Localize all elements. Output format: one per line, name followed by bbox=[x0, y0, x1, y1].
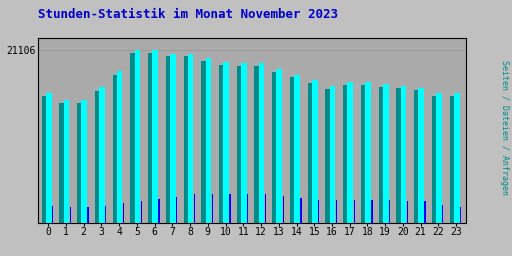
Bar bbox=[460, 207, 461, 223]
Bar bbox=[241, 63, 247, 223]
Bar bbox=[318, 200, 319, 223]
Bar bbox=[95, 91, 101, 223]
Bar bbox=[272, 72, 279, 223]
Bar bbox=[237, 66, 244, 223]
Bar bbox=[123, 203, 124, 223]
Bar bbox=[354, 200, 355, 223]
Bar bbox=[113, 74, 119, 223]
Bar bbox=[383, 84, 389, 223]
Bar bbox=[77, 103, 84, 223]
Bar bbox=[170, 54, 176, 223]
Bar bbox=[454, 93, 460, 223]
Bar bbox=[330, 86, 335, 223]
Bar bbox=[70, 207, 71, 223]
Bar bbox=[183, 57, 190, 223]
Bar bbox=[81, 100, 87, 223]
Bar bbox=[135, 50, 140, 223]
Bar bbox=[205, 58, 211, 223]
Text: Seiten / Dateien / Anfragen: Seiten / Dateien / Anfragen bbox=[500, 60, 509, 196]
Bar bbox=[308, 83, 314, 223]
Bar bbox=[211, 194, 213, 223]
Bar bbox=[283, 196, 284, 223]
Bar bbox=[400, 86, 407, 223]
Text: Stunden-Statistik im Monat November 2023: Stunden-Statistik im Monat November 2023 bbox=[38, 8, 338, 21]
Bar bbox=[442, 205, 443, 223]
Bar bbox=[52, 206, 53, 223]
Bar bbox=[141, 201, 142, 223]
Bar bbox=[148, 53, 155, 223]
Bar bbox=[99, 87, 105, 223]
Bar bbox=[176, 197, 177, 223]
Bar bbox=[450, 96, 456, 223]
Bar bbox=[105, 206, 106, 223]
Bar bbox=[276, 69, 282, 223]
Bar bbox=[63, 100, 69, 223]
Bar bbox=[343, 85, 350, 223]
Bar bbox=[326, 89, 332, 223]
Bar bbox=[259, 63, 264, 223]
Bar bbox=[389, 200, 390, 223]
Bar bbox=[59, 103, 66, 223]
Bar bbox=[371, 200, 373, 223]
Bar bbox=[201, 61, 208, 223]
Bar bbox=[130, 53, 137, 223]
Bar bbox=[396, 89, 403, 223]
Bar bbox=[424, 201, 426, 223]
Bar bbox=[117, 71, 122, 223]
Bar bbox=[301, 198, 302, 223]
Bar bbox=[223, 62, 229, 223]
Bar bbox=[229, 194, 230, 223]
Bar bbox=[294, 74, 300, 223]
Bar bbox=[361, 85, 368, 223]
Bar bbox=[312, 80, 317, 223]
Bar bbox=[365, 82, 371, 223]
Bar bbox=[407, 201, 408, 223]
Bar bbox=[88, 207, 89, 223]
Bar bbox=[194, 194, 195, 223]
Bar bbox=[219, 65, 226, 223]
Bar bbox=[414, 90, 421, 223]
Bar bbox=[348, 82, 353, 223]
Bar bbox=[188, 54, 194, 223]
Bar bbox=[432, 96, 439, 223]
Bar bbox=[336, 200, 337, 223]
Bar bbox=[436, 93, 442, 223]
Bar bbox=[290, 77, 296, 223]
Bar bbox=[379, 87, 386, 223]
Bar bbox=[254, 66, 261, 223]
Bar bbox=[265, 194, 266, 223]
Bar bbox=[46, 93, 52, 223]
Bar bbox=[152, 50, 158, 223]
Bar bbox=[158, 199, 160, 223]
Bar bbox=[418, 88, 424, 223]
Bar bbox=[166, 57, 173, 223]
Bar bbox=[247, 194, 248, 223]
Bar bbox=[41, 96, 48, 223]
